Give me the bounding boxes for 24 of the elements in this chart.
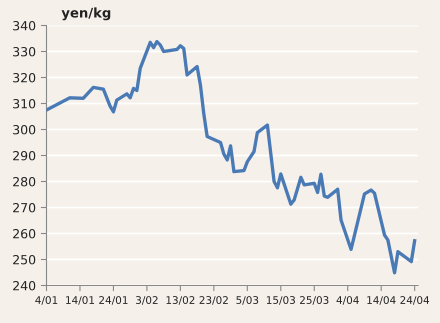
- x-tick-label: 5/03: [236, 296, 258, 305]
- x-tick-label: 14/04: [367, 296, 396, 305]
- y-tick-label: 310: [13, 98, 36, 108]
- x-tick-label: 13/02: [166, 296, 194, 305]
- x-tick-label: 14/01: [66, 296, 94, 305]
- y-tick-label: 330: [13, 46, 36, 56]
- y-tick-label: 260: [13, 228, 36, 238]
- x-tick-label: 15/03: [266, 296, 295, 305]
- y-tick-label: 320: [13, 72, 36, 82]
- x-tick-label: 24/04: [400, 296, 430, 305]
- x-tick-label: 3/02: [136, 296, 158, 305]
- y-tick-label: 280: [13, 176, 36, 186]
- y-axis-title: yen/kg: [62, 7, 110, 20]
- y-tick-label: 240: [13, 280, 36, 290]
- x-tick-label: 24/01: [99, 296, 128, 305]
- x-tick-label: 25/03: [300, 296, 328, 305]
- x-tick-label: 23/02: [200, 296, 228, 305]
- x-tick-label: 4/04: [336, 296, 359, 305]
- y-tick-label: 250: [13, 254, 36, 264]
- y-tick-label: 290: [13, 150, 36, 160]
- y-tick-label: 270: [13, 202, 36, 212]
- x-tick-label: 4/01: [35, 296, 58, 305]
- y-tick-label: 300: [13, 124, 36, 134]
- y-tick-label: 340: [13, 20, 36, 30]
